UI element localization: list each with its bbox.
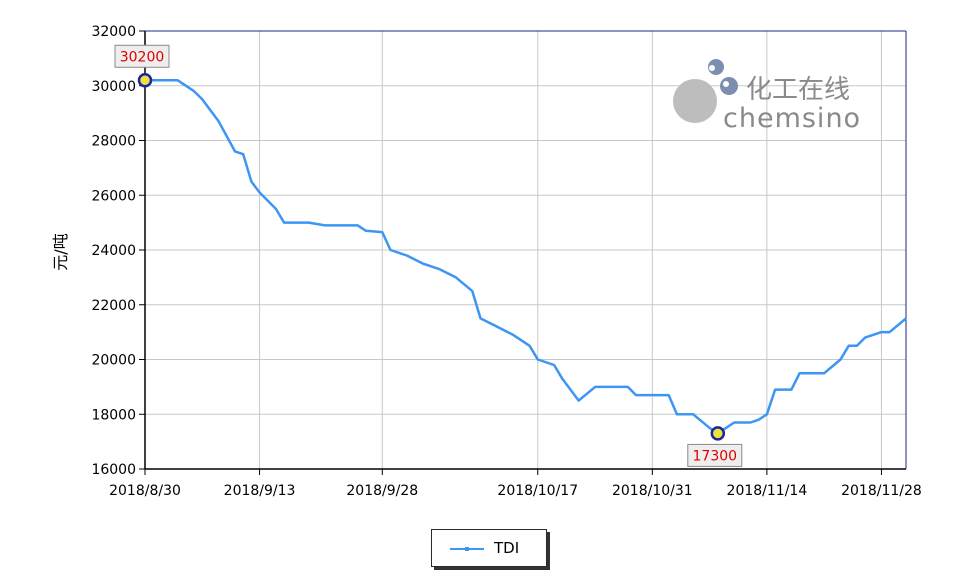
annotations: 30200 17300 xyxy=(114,44,743,467)
watermark-logo-dot xyxy=(720,77,738,95)
y-tick-label: 22000 xyxy=(91,298,136,314)
max-callout-box xyxy=(114,44,170,68)
y-tick-label: 18000 xyxy=(91,407,136,423)
x-tick-label: 2018/9/28 xyxy=(346,483,418,499)
x-tick-label: 2018/11/14 xyxy=(727,483,808,499)
chemsino-watermark: 化工在线 chemsino xyxy=(673,59,861,134)
x-tick-label: 2018/10/31 xyxy=(612,483,693,499)
y-tick-label: 30000 xyxy=(91,79,136,95)
min-callout-box xyxy=(687,443,743,467)
series-line-tdi xyxy=(145,79,907,435)
y-tick-label: 32000 xyxy=(91,24,136,40)
y-axis-label: 元/吨 xyxy=(51,233,70,270)
y-tick-label: 28000 xyxy=(91,134,136,150)
y-tick-label: 20000 xyxy=(91,353,136,369)
watermark-chinese: 化工在线 xyxy=(746,75,850,105)
min-callout-label: 17300 xyxy=(693,448,738,464)
max-point-marker xyxy=(137,73,153,88)
watermark-logo-highlight xyxy=(709,65,715,71)
series-layer xyxy=(145,79,907,435)
max-callout-label: 30200 xyxy=(120,49,165,65)
axes: 16000 18000 20000 22000 24000 26000 28000 30000… xyxy=(91,24,921,499)
y-tick-label: 16000 xyxy=(91,462,136,478)
watermark-latin: chemsino xyxy=(723,103,861,134)
legend-marker xyxy=(465,547,469,551)
x-tick-label: 2018/11/28 xyxy=(841,483,922,499)
watermark-logo-highlight xyxy=(723,81,729,87)
x-tick-label: 2018/8/30 xyxy=(109,483,181,499)
y-tick-label: 26000 xyxy=(91,188,136,204)
watermark-logo-circle xyxy=(673,79,717,123)
x-tick-label: 2018/9/13 xyxy=(224,483,296,499)
y-tick-label: 24000 xyxy=(91,243,136,259)
x-tick-label: 2018/10/17 xyxy=(497,483,578,499)
legend: TDI xyxy=(431,529,547,567)
min-point-marker xyxy=(710,426,726,441)
legend-label-tdi: TDI xyxy=(494,539,520,557)
